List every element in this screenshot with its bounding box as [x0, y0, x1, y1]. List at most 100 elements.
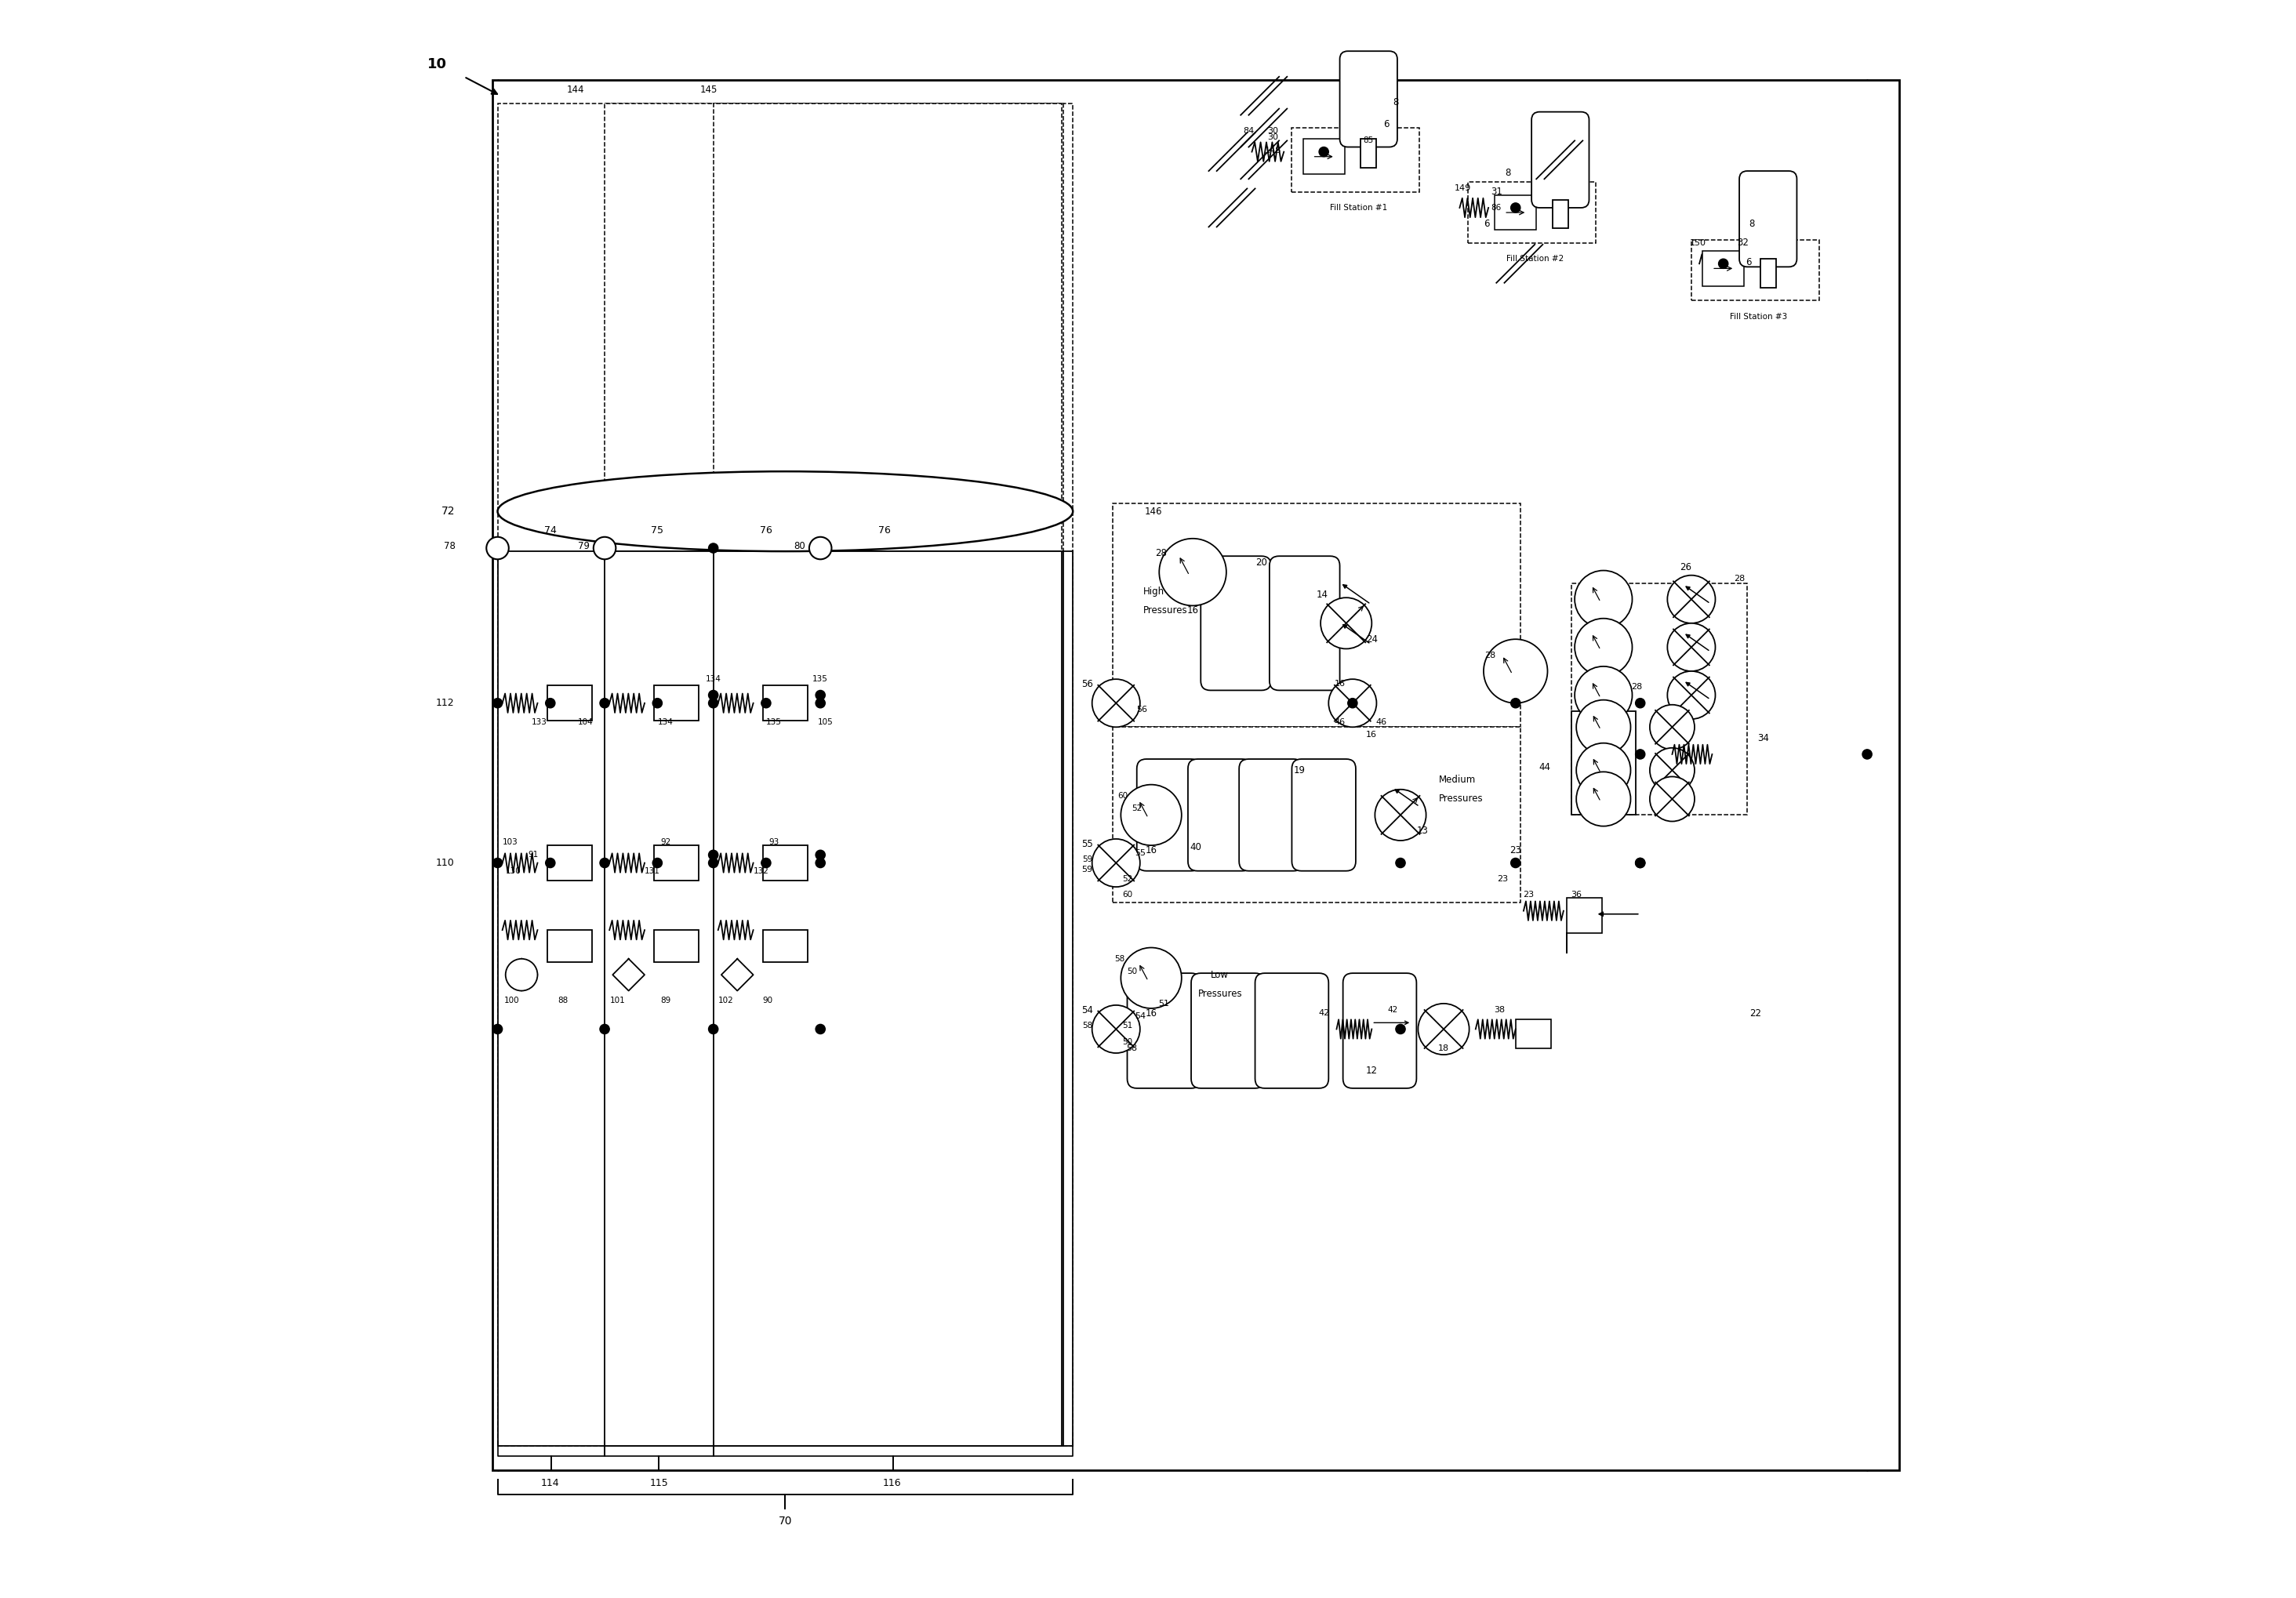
Text: 30: 30	[1267, 128, 1279, 134]
Bar	[1362, 139, 1378, 168]
Text: 23: 23	[1511, 845, 1522, 855]
Bar	[762, 686, 808, 721]
Circle shape	[709, 690, 719, 700]
Text: 101: 101	[611, 997, 625, 1004]
FancyBboxPatch shape	[1293, 759, 1355, 871]
Text: 55: 55	[1081, 839, 1093, 849]
Bar	[1570, 583, 1747, 815]
Text: Fill Station #3: Fill Station #3	[1729, 313, 1786, 320]
Circle shape	[1575, 666, 1632, 724]
Bar	[654, 686, 698, 721]
Text: 100: 100	[505, 997, 519, 1004]
Text: 88: 88	[558, 997, 569, 1004]
Circle shape	[599, 1024, 608, 1034]
Circle shape	[709, 698, 719, 708]
Text: 52: 52	[1132, 805, 1141, 812]
Text: 79: 79	[579, 542, 590, 551]
Text: 8: 8	[1504, 168, 1511, 177]
Text: 8: 8	[1394, 97, 1398, 107]
Bar	[494, 80, 1899, 1470]
Circle shape	[815, 1024, 824, 1034]
Bar	[654, 845, 698, 880]
Text: 12: 12	[1366, 1066, 1378, 1075]
Bar	[546, 686, 592, 721]
Circle shape	[1635, 698, 1644, 708]
Bar	[654, 930, 698, 962]
Text: 10: 10	[427, 58, 448, 70]
Circle shape	[815, 690, 824, 700]
Text: 150: 150	[1690, 240, 1706, 246]
FancyBboxPatch shape	[1341, 51, 1398, 147]
Text: 56: 56	[1081, 679, 1093, 689]
Text: 23: 23	[1522, 892, 1534, 898]
Text: 55: 55	[1134, 850, 1146, 857]
Text: 146: 146	[1146, 507, 1162, 516]
Bar	[1495, 195, 1536, 230]
Text: 58: 58	[1127, 1045, 1137, 1051]
Text: 16: 16	[1366, 732, 1378, 738]
Text: 56: 56	[1137, 706, 1148, 713]
FancyBboxPatch shape	[1192, 973, 1265, 1088]
Circle shape	[1329, 679, 1378, 727]
Circle shape	[808, 537, 831, 559]
Text: 50: 50	[1123, 1039, 1132, 1045]
Circle shape	[1120, 785, 1182, 845]
Text: Low: Low	[1210, 970, 1228, 980]
Text: 135: 135	[813, 676, 829, 682]
Text: 46: 46	[1375, 719, 1387, 725]
Bar	[546, 930, 592, 962]
Circle shape	[546, 858, 556, 868]
Bar	[604, 551, 1063, 1446]
Text: 31: 31	[1490, 187, 1502, 197]
FancyBboxPatch shape	[1270, 556, 1341, 690]
Circle shape	[762, 698, 771, 708]
Circle shape	[546, 698, 556, 708]
Text: 116: 116	[884, 1478, 902, 1488]
Text: 93: 93	[769, 839, 778, 845]
Text: 51: 51	[1159, 1000, 1169, 1007]
Circle shape	[1651, 777, 1694, 821]
Text: 102: 102	[719, 997, 735, 1004]
Bar	[1552, 200, 1568, 229]
Text: 149: 149	[1453, 185, 1472, 192]
Circle shape	[652, 698, 661, 708]
Text: 133: 133	[530, 719, 546, 725]
Text: 6: 6	[1483, 219, 1490, 229]
Text: 16: 16	[1146, 1008, 1157, 1018]
Text: 6: 6	[1745, 257, 1752, 267]
Text: 26: 26	[1681, 562, 1692, 572]
Text: 130: 130	[505, 868, 521, 874]
FancyBboxPatch shape	[1343, 973, 1417, 1088]
Text: 70: 70	[778, 1517, 792, 1526]
Text: 144: 144	[567, 85, 585, 94]
Circle shape	[762, 858, 771, 868]
Text: 42: 42	[1387, 1007, 1398, 1013]
Circle shape	[1575, 570, 1632, 628]
Text: Pressures: Pressures	[1199, 989, 1242, 999]
Circle shape	[1320, 598, 1371, 649]
FancyBboxPatch shape	[1137, 759, 1201, 871]
Circle shape	[1483, 639, 1548, 703]
Circle shape	[599, 698, 608, 708]
Circle shape	[1651, 705, 1694, 749]
Text: 76: 76	[877, 526, 891, 535]
Text: 16: 16	[1146, 845, 1157, 855]
Bar	[1761, 259, 1777, 288]
Text: Medium: Medium	[1440, 775, 1476, 785]
Circle shape	[709, 858, 719, 868]
Text: 42: 42	[1318, 1010, 1329, 1016]
Bar	[1293, 128, 1419, 192]
Text: 16: 16	[1187, 606, 1199, 615]
Text: 6: 6	[1382, 120, 1389, 129]
FancyBboxPatch shape	[1187, 759, 1251, 871]
Text: 103: 103	[503, 839, 519, 845]
Circle shape	[505, 959, 537, 991]
Circle shape	[1511, 698, 1520, 708]
Circle shape	[1577, 700, 1630, 754]
Text: 104: 104	[579, 719, 592, 725]
Text: 91: 91	[528, 852, 537, 858]
Text: 52: 52	[1123, 876, 1132, 882]
Text: 75: 75	[652, 526, 664, 535]
Text: 20: 20	[1256, 558, 1267, 567]
Circle shape	[494, 1024, 503, 1034]
